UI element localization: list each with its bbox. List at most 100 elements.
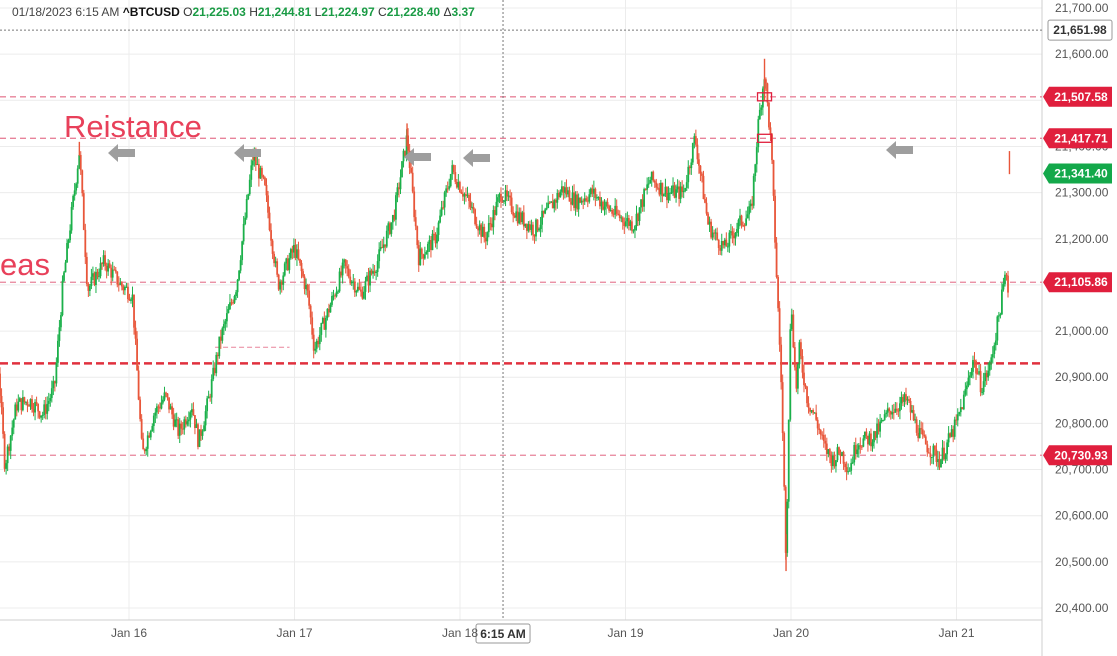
candle-body	[395, 195, 397, 220]
candle-body	[23, 397, 26, 403]
candle-body	[851, 462, 854, 464]
candle-body	[151, 426, 154, 431]
last-price-badge-bg	[1043, 163, 1112, 184]
candle-body	[582, 200, 585, 202]
open-label: O	[183, 5, 193, 19]
candle-body	[857, 445, 860, 450]
candle-body	[761, 88, 764, 108]
candle-body	[737, 219, 740, 229]
candle-body	[478, 224, 481, 231]
last-price-badge: 21,341.40	[1054, 167, 1108, 181]
crosshair: 6:15 AM 21,651.98	[0, 0, 1113, 644]
y-tick-label: 20,700.00	[1055, 463, 1109, 477]
x-tick-label: Jan 21	[938, 626, 974, 640]
candle-body	[912, 410, 915, 421]
candle-body	[525, 223, 528, 231]
candle-body	[1004, 274, 1006, 285]
candle-body	[311, 317, 314, 335]
candle-body	[306, 284, 309, 291]
candle-body	[848, 470, 851, 472]
candle-body	[363, 291, 365, 299]
header-datetime: 01/18/2023 6:15 AM	[12, 5, 120, 19]
candle-body	[318, 334, 321, 345]
candle-body	[643, 189, 646, 207]
candle-body	[923, 434, 926, 437]
candle-body	[18, 398, 21, 402]
candle-body	[997, 315, 1000, 317]
candle-body	[344, 259, 347, 267]
candle-body	[64, 262, 67, 273]
candle-body	[810, 410, 813, 412]
candle-body	[227, 309, 230, 314]
candle-body	[247, 194, 250, 200]
candle-body	[229, 302, 231, 310]
candle-body	[553, 199, 556, 209]
candle-body	[416, 226, 419, 246]
candle-body	[9, 435, 12, 451]
candle-body	[958, 412, 961, 415]
candle-body	[187, 419, 190, 422]
candle-body	[777, 277, 779, 309]
candle-body	[1002, 284, 1005, 290]
candle-body	[317, 340, 320, 345]
candle-body	[475, 224, 478, 228]
candle-body	[620, 217, 623, 219]
resistance-arrows	[108, 141, 913, 167]
candle-body	[722, 241, 725, 246]
candle-body	[477, 227, 480, 231]
candle-body	[300, 262, 303, 272]
candle-body	[937, 459, 939, 463]
candle-body	[1005, 274, 1008, 276]
candle-body	[548, 202, 551, 204]
candle-body	[758, 109, 761, 120]
candle-body	[603, 206, 606, 210]
candle-body	[127, 286, 129, 299]
candle-body	[402, 150, 405, 162]
candle-body	[387, 223, 390, 231]
candle-body	[443, 192, 446, 208]
candle-body	[634, 226, 636, 231]
candle-body	[856, 449, 859, 455]
candle-body	[328, 308, 330, 313]
candle-body	[961, 407, 964, 410]
candle-body	[987, 370, 990, 378]
candle-body	[0, 373, 1, 396]
candle-body	[691, 143, 694, 163]
candle-body	[748, 206, 751, 215]
candle-body	[790, 314, 793, 330]
candle-body	[600, 201, 603, 207]
candle-body	[90, 276, 93, 286]
candle-body	[177, 419, 180, 436]
candle-body	[518, 212, 521, 224]
candle-body	[117, 284, 120, 286]
candle-body	[611, 210, 614, 214]
candle-body	[238, 270, 240, 280]
candle-body	[533, 234, 536, 237]
candle-body	[426, 243, 429, 252]
candle-body	[329, 304, 332, 313]
candle-body	[302, 271, 304, 277]
candle-body	[921, 429, 924, 435]
candle-body	[428, 240, 431, 244]
candle-body	[653, 180, 656, 183]
candle-body	[285, 258, 288, 264]
candle-body	[26, 401, 29, 406]
candle-body	[731, 231, 734, 236]
candle-body	[510, 197, 513, 213]
candle-body	[950, 429, 953, 437]
candle-body	[981, 392, 984, 394]
candle-body	[312, 334, 315, 351]
candle-body	[940, 459, 942, 468]
candle-body	[897, 410, 900, 412]
candle-body	[236, 279, 239, 293]
candle-body	[309, 305, 312, 318]
ohlc-header: 01/18/2023 6:15 AM ^BTCUSD O21,225.03 H2…	[12, 5, 475, 19]
candle-body	[917, 432, 920, 439]
candle-body	[760, 107, 763, 110]
candle-body	[67, 240, 70, 244]
candle-body	[868, 433, 871, 445]
level-touch-marker	[756, 92, 773, 102]
candle-body	[420, 248, 423, 255]
candle-body	[557, 193, 560, 198]
